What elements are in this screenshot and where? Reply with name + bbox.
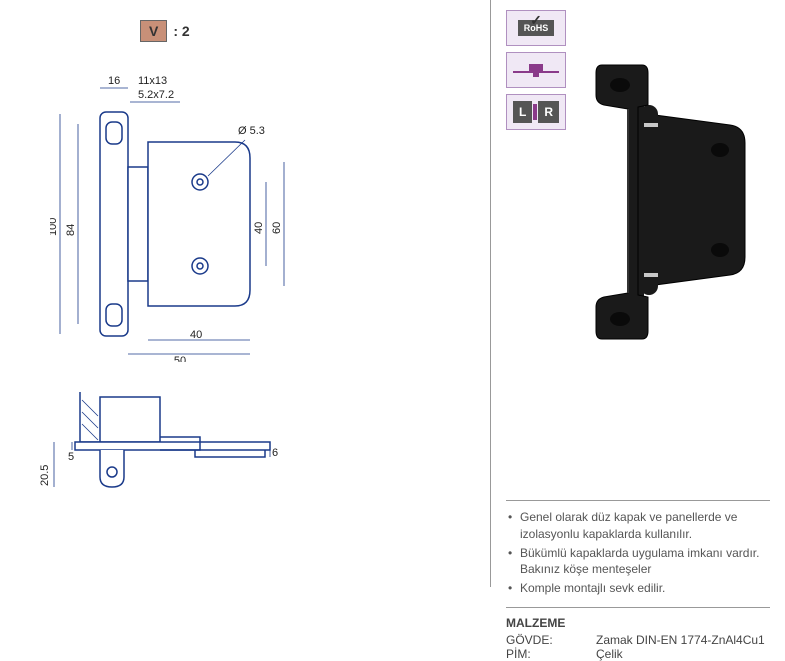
material-label: PİM: <box>506 647 596 661</box>
dim-6: 6 <box>272 447 278 459</box>
dim-52x72: 5.2x7.2 <box>138 89 174 101</box>
r-label: R <box>538 101 559 123</box>
technical-drawing-side: 5 20.5 6 <box>40 382 300 512</box>
variant-badge: V : 2 <box>140 20 190 42</box>
material-value: Zamak DIN-EN 1774-ZnAl4Cu1 <box>596 633 770 647</box>
l-label: L <box>513 101 532 123</box>
dim-60: 60 <box>271 222 283 234</box>
dim-40v: 40 <box>253 222 265 234</box>
dim-40h: 40 <box>190 329 202 341</box>
product-image <box>570 30 770 360</box>
v-value: : 2 <box>173 23 189 39</box>
material-value: Çelik <box>596 647 770 661</box>
material-section: MALZEME GÖVDE: Zamak DIN-EN 1774-ZnAl4Cu… <box>506 608 770 661</box>
lr-badge: L R <box>506 94 566 130</box>
material-label: GÖVDE: <box>506 633 596 647</box>
material-title: MALZEME <box>506 616 770 630</box>
dim-205: 20.5 <box>40 465 51 486</box>
list-item: Komple montajlı sevk edilir. <box>506 580 770 597</box>
dim-16: 16 <box>108 75 120 87</box>
description-section: Genel olarak düz kapak ve panellerde ve … <box>506 500 770 608</box>
check-icon: ✓ <box>530 12 542 29</box>
dim-5: 5 <box>68 451 74 463</box>
dim-100: 100 <box>50 218 59 236</box>
dim-84: 84 <box>65 224 77 236</box>
description-list: Genel olarak düz kapak ve panellerde ve … <box>506 509 770 597</box>
right-panel: ✓ RoHS L R <box>490 0 785 587</box>
list-item: Bükümlü kapaklarda uygulama imkanı vardı… <box>506 545 770 579</box>
profile-badge <box>506 52 566 88</box>
dim-50: 50 <box>174 355 186 362</box>
left-panel: V : 2 16 11x13 5.2x7.2 100 84 <box>0 0 490 587</box>
material-row: GÖVDE: Zamak DIN-EN 1774-ZnAl4Cu1 <box>506 633 770 647</box>
rohs-badge: ✓ RoHS <box>506 10 566 46</box>
dim-11x13: 11x13 <box>138 75 167 87</box>
material-row: PİM: Çelik <box>506 647 770 661</box>
dim-d53: Ø 5.3 <box>238 125 265 137</box>
technical-drawing-front: 16 11x13 5.2x7.2 100 84 <box>50 72 330 362</box>
v-box: V <box>140 20 167 42</box>
list-item: Genel olarak düz kapak ve panellerde ve … <box>506 509 770 543</box>
